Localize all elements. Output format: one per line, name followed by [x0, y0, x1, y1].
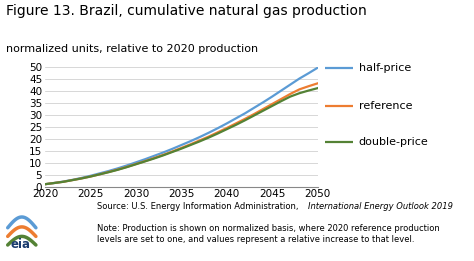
Text: International Energy Outlook 2019: International Energy Outlook 2019 [308, 202, 453, 211]
Text: eia: eia [10, 238, 30, 251]
Text: Figure 13. Brazil, cumulative natural gas production: Figure 13. Brazil, cumulative natural ga… [6, 4, 366, 18]
Text: Source: U.S. Energy Information Administration,: Source: U.S. Energy Information Administ… [97, 202, 301, 211]
Text: reference: reference [359, 101, 412, 111]
Text: half-price: half-price [359, 63, 411, 73]
Text: normalized units, relative to 2020 production: normalized units, relative to 2020 produ… [6, 44, 258, 54]
Text: double-price: double-price [359, 137, 428, 147]
Text: Note: Production is shown on normalized basis, where 2020 reference production
l: Note: Production is shown on normalized … [97, 224, 440, 244]
